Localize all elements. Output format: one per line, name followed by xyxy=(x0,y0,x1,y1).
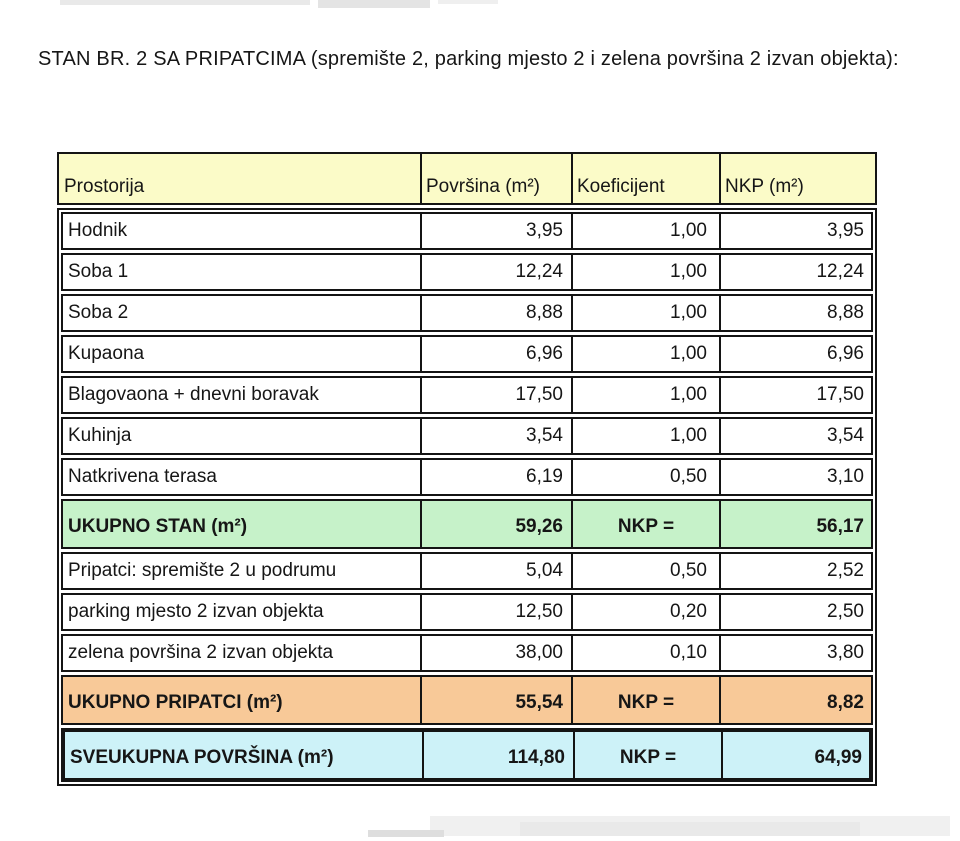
nkp-value: 8,88 xyxy=(827,302,864,323)
povrsina-value: 3,95 xyxy=(422,214,573,248)
nkp-value: 12,24 xyxy=(816,261,864,282)
povrsina-value: 17,50 xyxy=(422,378,573,412)
koeficijent-value: NKP = xyxy=(573,501,721,547)
table-row: Pripatci: spremište 2 u podrumu 5,04 0,50 2… xyxy=(61,552,873,590)
table-row: Kuhinja 3,54 1,00 3,54 xyxy=(61,417,873,455)
table-row: Soba 1 12,24 1,00 12,24 xyxy=(61,253,873,291)
scan-artifact-bottom xyxy=(520,822,860,836)
nkp-value: 3,54 xyxy=(827,425,864,446)
povrsina-value: 114,80 xyxy=(424,732,575,778)
povrsina-value: 12,50 xyxy=(422,595,573,629)
table-total-row: UKUPNO PRIPATCI (m²) 55,54 NKP = 8,82 xyxy=(61,675,873,725)
table-row: Hodnik 3,95 1,00 3,95 xyxy=(61,212,873,250)
koeficijent-value: 1,00 xyxy=(573,214,721,248)
koeficijent-value: 0,50 xyxy=(573,460,721,494)
povrsina-value: 5,04 xyxy=(422,554,573,588)
nkp-value: 3,10 xyxy=(827,466,864,487)
table-body: Hodnik 3,95 1,00 3,95 Soba 1 12,24 1,00 12,24 So… xyxy=(57,208,877,786)
header-prostorija: Prostorija xyxy=(59,154,422,203)
povrsina-value: 59,26 xyxy=(422,501,573,547)
povrsina-value: 12,24 xyxy=(422,255,573,289)
page-title: STAN BR. 2 SA PRIPATCIMA (spremište 2, p… xyxy=(38,48,899,70)
scan-artifact-top xyxy=(438,0,498,4)
row-label: SVEUKUPNA POVRŠINA (m²) xyxy=(65,732,424,778)
nkp-value: 17,50 xyxy=(816,384,864,405)
nkp-value: 3,95 xyxy=(827,220,864,241)
koeficijent-value: 1,00 xyxy=(573,255,721,289)
nkp-value: 6,96 xyxy=(827,343,864,364)
scan-artifact-top xyxy=(318,0,430,8)
koeficijent-value: 1,00 xyxy=(573,378,721,412)
row-label: Kupaona xyxy=(63,337,422,371)
povrsina-value: 6,19 xyxy=(422,460,573,494)
row-label: Kuhinja xyxy=(63,419,422,453)
area-table: Prostorija Površina (m²) Koeficijent NKP… xyxy=(57,152,877,786)
table-row: Natkrivena terasa 6,19 0,50 3,10 xyxy=(61,458,873,496)
scan-artifact-top xyxy=(60,0,310,5)
row-label: UKUPNO STAN (m²) xyxy=(63,501,422,547)
table-header-row: Prostorija Površina (m²) Koeficijent NKP… xyxy=(57,152,877,205)
koeficijent-value: 1,00 xyxy=(573,337,721,371)
koeficijent-value: 1,00 xyxy=(573,296,721,330)
koeficijent-value: 1,00 xyxy=(573,419,721,453)
koeficijent-value: NKP = xyxy=(575,732,723,778)
table-row: parking mjesto 2 izvan objekta 12,50 0,20 2… xyxy=(61,593,873,631)
nkp-value: 3,80 xyxy=(827,642,864,663)
koeficijent-value: 0,10 xyxy=(573,636,721,670)
table-total-row: SVEUKUPNA POVRŠINA (m²) 114,80 NKP = 64,99 xyxy=(61,728,873,782)
row-label: Soba 1 xyxy=(63,255,422,289)
koeficijent-value: 0,50 xyxy=(573,554,721,588)
row-label: Natkrivena terasa xyxy=(63,460,422,494)
header-nkp: NKP (m²) xyxy=(725,176,804,197)
koeficijent-value: NKP = xyxy=(573,677,721,723)
povrsina-value: 55,54 xyxy=(422,677,573,723)
povrsina-value: 3,54 xyxy=(422,419,573,453)
scan-artifact-bottom xyxy=(368,830,444,837)
row-label: zelena površina 2 izvan objekta xyxy=(63,636,422,670)
table-row: Kupaona 6,96 1,00 6,96 xyxy=(61,335,873,373)
table-row: Blagovaona + dnevni boravak 17,50 1,00 17,5… xyxy=(61,376,873,414)
table-row: zelena površina 2 izvan objekta 38,00 0,10… xyxy=(61,634,873,672)
povrsina-value: 38,00 xyxy=(422,636,573,670)
nkp-value: 2,50 xyxy=(827,601,864,622)
header-povrsina: Površina (m²) xyxy=(422,154,573,203)
koeficijent-value: 0,20 xyxy=(573,595,721,629)
row-label: UKUPNO PRIPATCI (m²) xyxy=(63,677,422,723)
nkp-value: 8,82 xyxy=(827,692,864,713)
scan-artifact-bottom xyxy=(430,816,950,836)
header-koeficijent: Koeficijent xyxy=(573,154,721,203)
nkp-value: 56,17 xyxy=(816,516,864,537)
nkp-value: 2,52 xyxy=(827,560,864,581)
table-total-row: UKUPNO STAN (m²) 59,26 NKP = 56,17 xyxy=(61,499,873,549)
row-label: Pripatci: spremište 2 u podrumu xyxy=(63,554,422,588)
row-label: Soba 2 xyxy=(63,296,422,330)
povrsina-value: 8,88 xyxy=(422,296,573,330)
table-row: Soba 2 8,88 1,00 8,88 xyxy=(61,294,873,332)
row-label: Hodnik xyxy=(63,214,422,248)
row-label: Blagovaona + dnevni boravak xyxy=(63,378,422,412)
row-label: parking mjesto 2 izvan objekta xyxy=(63,595,422,629)
nkp-value: 64,99 xyxy=(814,747,862,768)
povrsina-value: 6,96 xyxy=(422,337,573,371)
